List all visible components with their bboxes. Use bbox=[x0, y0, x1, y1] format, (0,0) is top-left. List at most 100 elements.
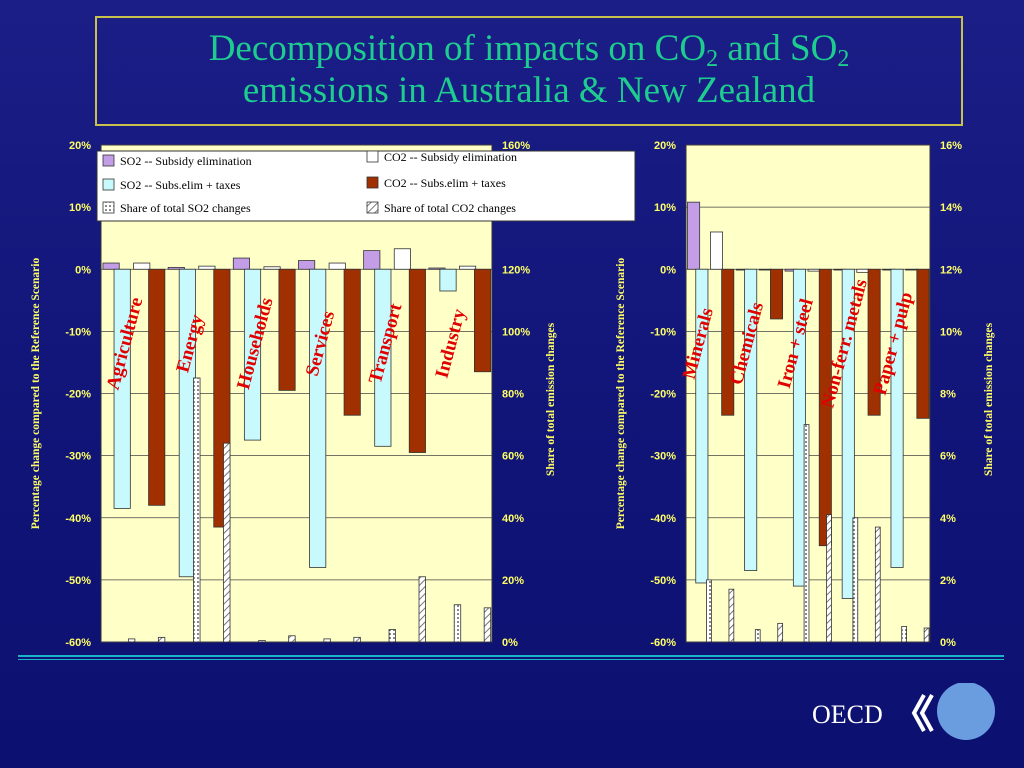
bar bbox=[744, 268, 758, 571]
bar bbox=[905, 268, 919, 271]
bar bbox=[232, 257, 250, 270]
y-tick-label: -20% bbox=[65, 389, 91, 401]
bar bbox=[198, 265, 216, 270]
bar bbox=[298, 260, 316, 270]
bar bbox=[363, 250, 381, 270]
y2-tick-label: 60% bbox=[502, 451, 524, 463]
divider-line-bottom bbox=[18, 659, 1004, 660]
legend-swatch bbox=[102, 201, 115, 214]
y2-axis-label: Share of total emission changes bbox=[545, 322, 557, 476]
bar bbox=[127, 638, 136, 643]
legend-swatch bbox=[102, 178, 115, 191]
oecd-logo-icon bbox=[911, 683, 995, 740]
y2-tick-label: 6% bbox=[940, 451, 956, 463]
y2-tick-label: 8% bbox=[940, 389, 956, 401]
bar bbox=[278, 268, 296, 391]
bar bbox=[483, 607, 492, 643]
bar bbox=[807, 268, 821, 272]
y2-tick-label: 20% bbox=[502, 575, 524, 587]
bar bbox=[418, 576, 426, 643]
bar bbox=[901, 626, 907, 643]
y-tick-label: 10% bbox=[654, 202, 676, 214]
bar bbox=[148, 268, 166, 506]
legend-swatch bbox=[366, 150, 379, 163]
y-tick-label: -10% bbox=[650, 326, 676, 338]
y2-tick-label: 40% bbox=[502, 513, 524, 525]
y2-tick-label: 0% bbox=[940, 637, 956, 649]
y-tick-label: -50% bbox=[650, 575, 676, 587]
bar bbox=[113, 268, 131, 509]
bar bbox=[721, 268, 735, 416]
legend: SO2 -- Subsidy elimination SO2 -- Subs.el… bbox=[96, 150, 636, 222]
y2-tick-label: 4% bbox=[940, 513, 956, 525]
legend-entry: SO2 -- Subsidy elimination bbox=[120, 154, 252, 168]
y2-tick-label: 0% bbox=[502, 637, 518, 649]
chart-right: 20% 16% 10% 14% 0% 12% -10% 10% -20% 8% -30% 6% -40%… bbox=[615, 140, 995, 649]
bar bbox=[867, 268, 881, 416]
y2-axis-label: Share of total emission changes bbox=[983, 322, 995, 476]
legend-entry: CO2 -- Subsidy elimination bbox=[384, 150, 517, 164]
legend-swatch bbox=[366, 201, 379, 214]
legend-box bbox=[96, 150, 636, 222]
y-tick-label: -60% bbox=[650, 637, 676, 649]
y-tick-label: 0% bbox=[660, 264, 676, 276]
y2-tick-label: 16% bbox=[940, 140, 962, 152]
legend-entry: Share of total SO2 changes bbox=[120, 201, 251, 215]
divider-line-top bbox=[18, 655, 1004, 657]
bar bbox=[288, 635, 296, 643]
bar bbox=[754, 629, 761, 643]
y2-tick-label: 100% bbox=[502, 326, 530, 338]
bar bbox=[852, 517, 859, 643]
bar bbox=[803, 424, 810, 643]
y-tick-label: -10% bbox=[65, 326, 91, 338]
slide-title: Decomposition of impacts on CO2 and SO2 … bbox=[95, 16, 963, 126]
y-tick-label: -30% bbox=[650, 451, 676, 463]
bar bbox=[874, 526, 881, 643]
y-tick-label: -20% bbox=[650, 389, 676, 401]
y2-tick-label: 10% bbox=[940, 326, 962, 338]
bar bbox=[374, 268, 392, 447]
oecd-logo-text: OECD bbox=[812, 700, 883, 729]
y-tick-label: -60% bbox=[65, 637, 91, 649]
legend-entry: CO2 -- Subs.elim + taxes bbox=[384, 176, 506, 190]
legend-swatch bbox=[102, 154, 115, 167]
bar bbox=[890, 268, 904, 568]
y2-tick-label: 120% bbox=[502, 264, 530, 276]
y-tick-label: -40% bbox=[650, 513, 676, 525]
bar bbox=[343, 268, 361, 416]
bar bbox=[459, 265, 477, 270]
bar bbox=[695, 268, 709, 584]
bar bbox=[309, 268, 327, 568]
title-line-2: emissions in Australia & New Zealand bbox=[242, 70, 816, 111]
bar bbox=[408, 268, 426, 453]
bar bbox=[263, 266, 281, 270]
legend-entry: Share of total CO2 changes bbox=[384, 201, 516, 215]
legend-entry: SO2 -- Subs.elim + taxes bbox=[120, 178, 241, 192]
legend-swatch bbox=[366, 176, 379, 189]
bar bbox=[826, 514, 832, 643]
y-tick-label: 10% bbox=[69, 202, 91, 214]
y-tick-label: 0% bbox=[75, 264, 91, 276]
bar bbox=[323, 638, 331, 643]
bar bbox=[193, 377, 201, 643]
bar bbox=[353, 636, 361, 643]
y2-tick-label: 80% bbox=[502, 389, 524, 401]
bar bbox=[167, 266, 185, 270]
bar bbox=[706, 579, 712, 643]
y-tick-label: -30% bbox=[65, 451, 91, 463]
y2-tick-label: 2% bbox=[940, 575, 956, 587]
bar bbox=[841, 268, 855, 599]
y-tick-label: 20% bbox=[69, 140, 91, 152]
bar bbox=[258, 640, 266, 643]
bar bbox=[328, 262, 346, 270]
bar bbox=[728, 588, 735, 643]
bar bbox=[770, 268, 784, 320]
bar bbox=[474, 268, 492, 373]
y-axis-label: Percentage change compared to the Refere… bbox=[615, 258, 627, 530]
bar bbox=[687, 201, 701, 270]
bar bbox=[157, 636, 166, 643]
y2-tick-label: 160% bbox=[502, 140, 530, 152]
bar bbox=[243, 268, 262, 441]
bar bbox=[102, 262, 120, 270]
